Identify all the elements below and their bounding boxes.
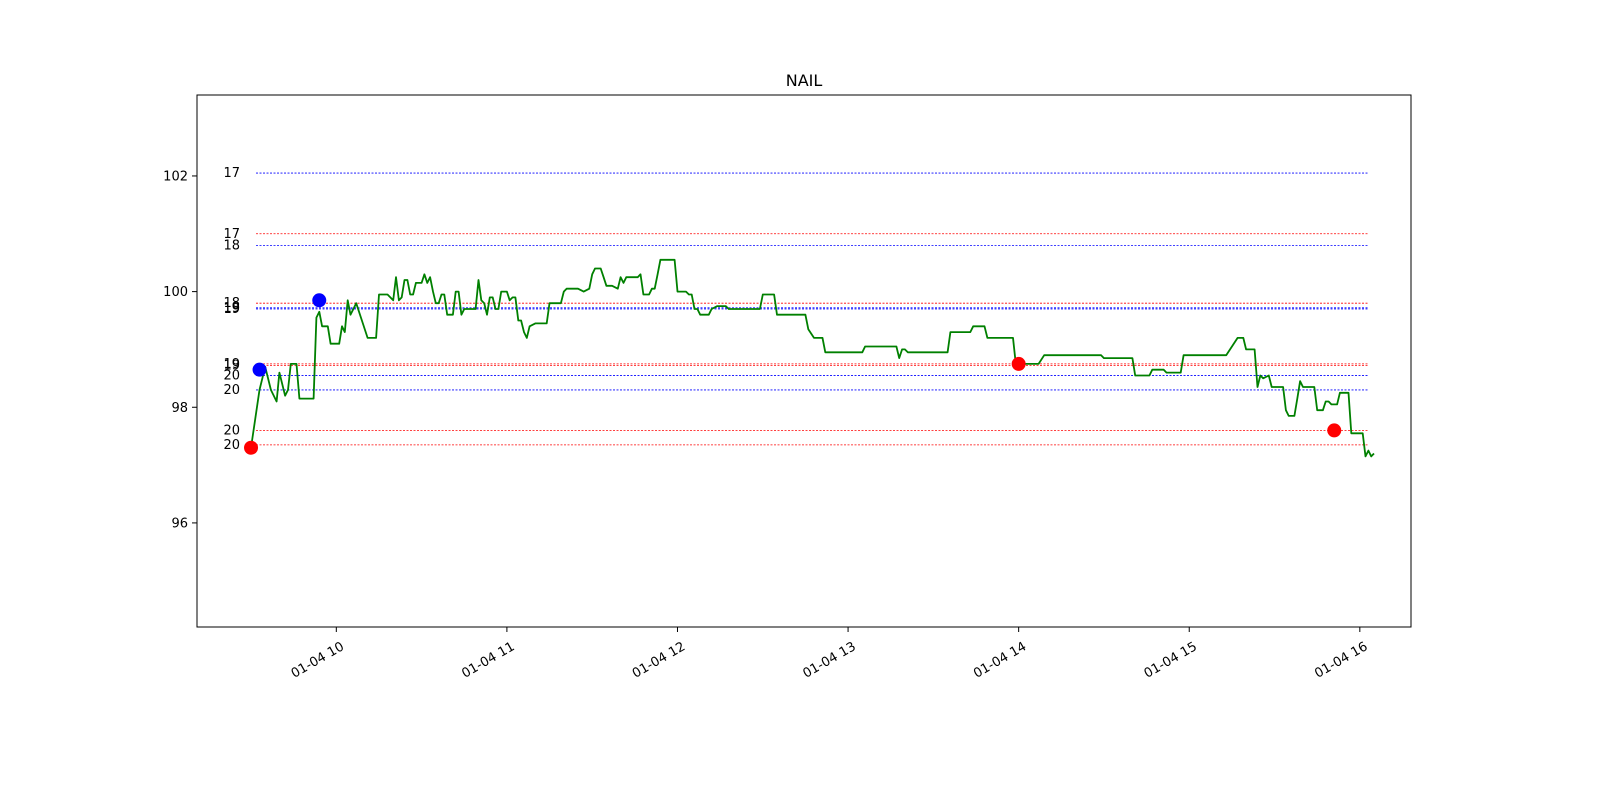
- y-tick-label: 102: [163, 169, 188, 184]
- level-label: 18: [223, 296, 240, 311]
- signal-marker: [312, 293, 327, 308]
- price-line: [250, 258, 1375, 458]
- signal-marker: [244, 440, 259, 455]
- y-tick-label: 100: [163, 285, 188, 300]
- price-series: [250, 258, 1375, 458]
- chart-title: NAIL: [786, 71, 823, 90]
- signal-markers: [244, 293, 1342, 455]
- signal-marker: [1011, 356, 1026, 371]
- level-label: 20: [223, 438, 240, 453]
- level-label: 19: [223, 301, 240, 316]
- y-tick-label: 98: [171, 401, 188, 416]
- y-axis: 96 98 100 102: [163, 169, 197, 531]
- signal-marker: [1327, 423, 1342, 438]
- level-label: 20: [223, 383, 240, 398]
- level-label: 19: [223, 302, 240, 317]
- level-label: 19: [223, 359, 240, 374]
- plot-frame: [196, 94, 1412, 628]
- level-label: 17: [223, 227, 240, 242]
- signal-marker: [252, 362, 267, 377]
- level-label: 20: [223, 423, 240, 438]
- level-label: 18: [223, 238, 240, 253]
- level-label: 17: [223, 166, 240, 181]
- y-tick-label: 96: [171, 516, 188, 531]
- level-label: 20: [223, 368, 240, 383]
- level-label: 19: [223, 357, 240, 372]
